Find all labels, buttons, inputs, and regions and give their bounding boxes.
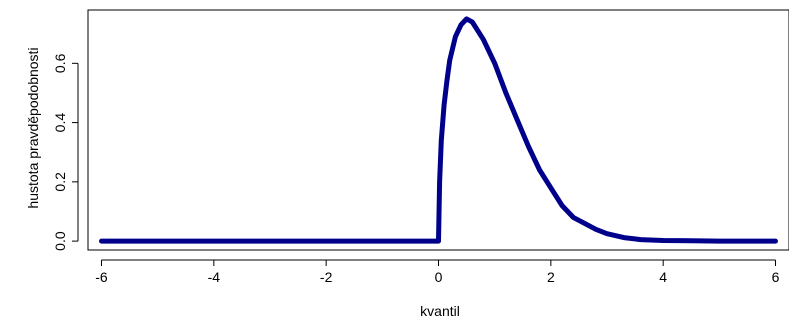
x-tick-label: -4 bbox=[208, 269, 221, 285]
y-axis: 0.0 0.2 0.4 0.6 bbox=[52, 53, 79, 251]
y-tick-label: 0.2 bbox=[52, 172, 68, 192]
x-tick-label: 0 bbox=[435, 269, 443, 285]
x-tick-label: 6 bbox=[772, 269, 780, 285]
x-tick-label: 4 bbox=[659, 269, 667, 285]
plot-frame bbox=[87, 9, 789, 251]
y-tick-label: 0.0 bbox=[52, 231, 68, 251]
y-tick-label: 0.4 bbox=[52, 113, 68, 133]
x-axis-title: kvantil bbox=[420, 303, 460, 319]
x-tick-label: -6 bbox=[95, 269, 108, 285]
y-axis-title: hustota pravděpodobnosti bbox=[25, 47, 41, 208]
y-tick-label: 0.6 bbox=[52, 53, 68, 73]
density-line bbox=[99, 16, 778, 244]
x-axis: -6 -4 -2 0 2 4 6 bbox=[95, 259, 780, 285]
series-layer bbox=[99, 16, 778, 244]
x-tick-label: 2 bbox=[547, 269, 555, 285]
x-tick-label: -2 bbox=[320, 269, 333, 285]
